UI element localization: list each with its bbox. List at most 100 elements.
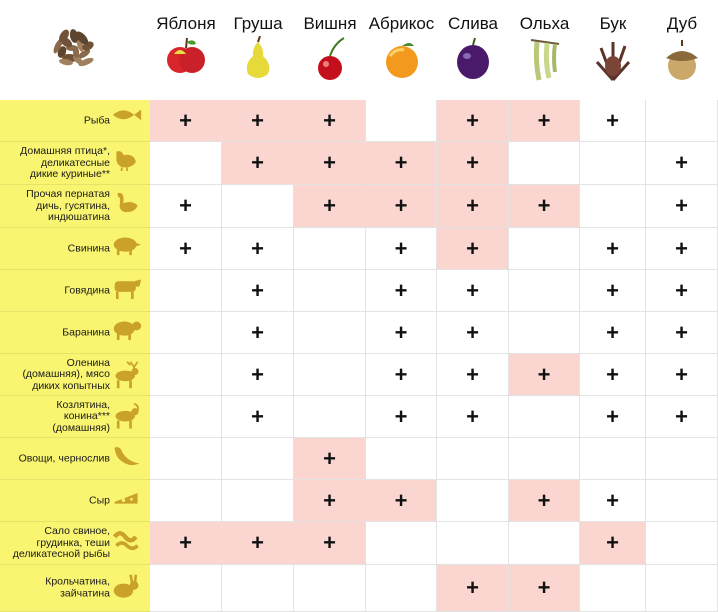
row-header: Баранина xyxy=(0,312,150,354)
table-cell: + xyxy=(150,228,222,270)
table-cell: + xyxy=(366,480,437,522)
table-cell xyxy=(150,354,222,396)
table-cell xyxy=(509,312,580,354)
compatible-mark: + xyxy=(675,319,688,345)
table-cell: + xyxy=(437,396,509,438)
corner-header xyxy=(0,0,150,100)
row-header: Оленина (домашняя), мясо диких копытных xyxy=(0,354,150,396)
compatible-mark: + xyxy=(394,277,408,303)
compatible-mark: + xyxy=(675,193,688,218)
compatible-mark: + xyxy=(251,319,264,345)
table-cell xyxy=(646,565,718,612)
column-label: Дуб xyxy=(666,14,698,33)
column-label: Яблоня xyxy=(156,14,216,33)
column-label: Вишня xyxy=(303,14,357,33)
table-cell xyxy=(366,100,437,142)
compatible-mark: + xyxy=(323,150,336,175)
row-header: Козлятина, конина*** (домашняя) xyxy=(0,396,150,438)
compatible-mark: + xyxy=(606,403,619,429)
compatible-mark: + xyxy=(675,277,688,303)
table-cell xyxy=(509,142,580,185)
table-cell: + xyxy=(222,100,294,142)
table-cell xyxy=(222,480,294,522)
compatible-mark: + xyxy=(179,193,192,218)
compatible-mark: + xyxy=(251,107,264,133)
table-cell: + xyxy=(437,100,509,142)
compatible-mark: + xyxy=(394,361,408,387)
row-label: Сыр xyxy=(89,493,110,506)
compatible-mark: + xyxy=(675,150,688,175)
column-header: Ольха xyxy=(509,0,580,100)
compatible-mark: + xyxy=(394,150,408,175)
table-cell xyxy=(366,438,437,480)
chicken-icon xyxy=(116,151,136,171)
column-header: Вишня xyxy=(294,0,366,100)
row-label: Оленина (домашняя), мясо диких копытных xyxy=(22,356,110,392)
pig-icon xyxy=(113,237,142,255)
column-header: Слива xyxy=(437,0,509,100)
deer-icon xyxy=(115,360,139,388)
apple-icon xyxy=(167,37,205,73)
table-cell xyxy=(646,438,718,480)
compatible-mark: + xyxy=(537,575,551,600)
compatible-mark: + xyxy=(537,193,551,218)
fish-icon xyxy=(112,109,142,120)
apricot-icon xyxy=(385,43,418,78)
table-cell xyxy=(509,522,580,565)
table-cell: + xyxy=(580,354,646,396)
compatible-mark: + xyxy=(466,107,479,133)
table-cell: + xyxy=(437,565,509,612)
row-header: Прочая пернатая дичь, гусятина, индюшати… xyxy=(0,185,150,228)
compatible-mark: + xyxy=(606,530,619,555)
compatible-mark: + xyxy=(179,235,192,261)
table-cell xyxy=(580,565,646,612)
row-label: Домашняя птица*, деликатесные дикие кури… xyxy=(20,144,110,180)
compatible-mark: + xyxy=(323,487,336,513)
table-cell: + xyxy=(150,185,222,228)
row-header: Сало свиное, грудинка, теши деликатесной… xyxy=(0,522,150,565)
table-cell xyxy=(509,396,580,438)
column-header: Абрикос xyxy=(366,0,437,100)
pear-icon xyxy=(246,36,270,78)
table-cell: + xyxy=(366,228,437,270)
row-label: Козлятина, конина*** (домашняя) xyxy=(52,398,110,434)
table-cell: + xyxy=(294,142,366,185)
table-cell xyxy=(294,312,366,354)
compatible-mark: + xyxy=(251,361,264,387)
compatible-mark: + xyxy=(179,107,192,133)
table-cell: + xyxy=(509,354,580,396)
compatible-mark: + xyxy=(466,403,479,429)
row-label: Говядина xyxy=(64,283,110,296)
table-cell xyxy=(509,270,580,312)
table-cell xyxy=(150,480,222,522)
table-cell xyxy=(222,565,294,612)
compatible-mark: + xyxy=(537,487,551,513)
column-label: Груша xyxy=(233,14,283,33)
table-cell: + xyxy=(509,565,580,612)
compatible-mark: + xyxy=(394,193,408,218)
column-header: Дуб xyxy=(646,0,718,100)
table-cell: + xyxy=(294,100,366,142)
compatible-mark: + xyxy=(394,319,408,345)
table-cell xyxy=(509,438,580,480)
compatible-mark: + xyxy=(675,361,688,387)
table-cell: + xyxy=(580,480,646,522)
row-label: Рыба xyxy=(83,113,110,126)
table-cell: + xyxy=(294,522,366,565)
table-cell: + xyxy=(580,228,646,270)
compatible-mark: + xyxy=(466,150,479,175)
column-header: Груша xyxy=(222,0,294,100)
table-cell: + xyxy=(646,354,718,396)
compatible-mark: + xyxy=(537,107,551,133)
table-cell xyxy=(294,354,366,396)
table-cell: + xyxy=(437,312,509,354)
table-cell xyxy=(580,185,646,228)
table-cell xyxy=(222,438,294,480)
column-label: Слива xyxy=(448,14,498,33)
table-cell: + xyxy=(580,312,646,354)
row-header: Сыр xyxy=(0,480,150,522)
compatible-mark: + xyxy=(394,235,408,261)
alder-catkin-icon xyxy=(530,39,559,81)
table-cell xyxy=(437,522,509,565)
table-cell xyxy=(580,438,646,480)
